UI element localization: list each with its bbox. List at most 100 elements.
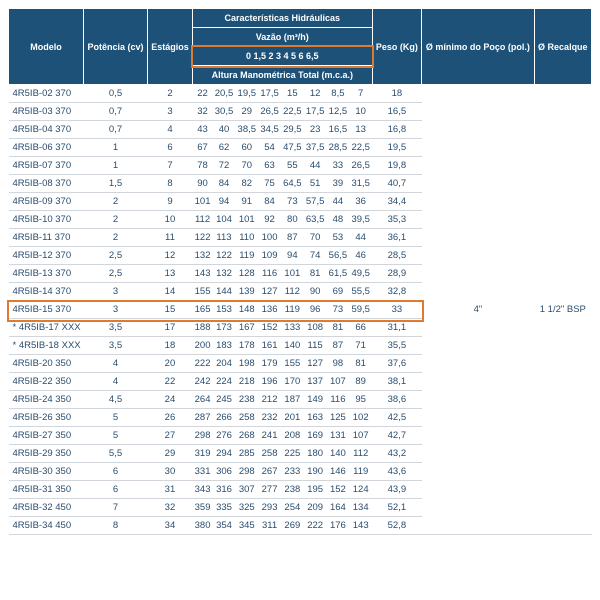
cell-est: 22 bbox=[147, 373, 192, 391]
cell-val: 152 bbox=[258, 319, 281, 337]
cell-val: 98 bbox=[327, 355, 350, 373]
cell-est: 32 bbox=[147, 499, 192, 517]
cell-val: 140 bbox=[327, 445, 350, 463]
cell-val: 269 bbox=[281, 517, 304, 535]
cell-val: 125 bbox=[327, 409, 350, 427]
cell-model: 4R5IB-31 350 bbox=[9, 481, 84, 499]
cell-model: 4R5IB-29 350 bbox=[9, 445, 84, 463]
cell-val: 212 bbox=[258, 391, 281, 409]
cell-est: 14 bbox=[147, 283, 192, 301]
cell-est: 4 bbox=[147, 121, 192, 139]
cell-est: 29 bbox=[147, 445, 192, 463]
cell-pot: 1,5 bbox=[84, 175, 148, 193]
cell-peso: 33 bbox=[372, 301, 422, 319]
cell-est: 17 bbox=[147, 319, 192, 337]
cell-val: 198 bbox=[235, 355, 258, 373]
cell-val: 48 bbox=[327, 211, 350, 229]
cell-val: 36 bbox=[349, 193, 372, 211]
cell-val: 101 bbox=[281, 265, 304, 283]
cell-val: 233 bbox=[281, 463, 304, 481]
cell-peso: 36,1 bbox=[372, 229, 422, 247]
cell-peso: 35,5 bbox=[372, 337, 422, 355]
cell-val: 165 bbox=[193, 301, 213, 319]
cell-est: 20 bbox=[147, 355, 192, 373]
cell-val: 222 bbox=[304, 517, 327, 535]
hdr-flowvals: 0 1,5 2 3 4 5 6 6,5 bbox=[193, 47, 373, 66]
cell-val: 80 bbox=[281, 211, 304, 229]
cell-pot: 6 bbox=[84, 481, 148, 499]
cell-peso: 31,1 bbox=[372, 319, 422, 337]
cell-est: 9 bbox=[147, 193, 192, 211]
cell-est: 27 bbox=[147, 427, 192, 445]
cell-val: 201 bbox=[281, 409, 304, 427]
cell-val: 188 bbox=[193, 319, 213, 337]
cell-val: 173 bbox=[213, 319, 236, 337]
cell-val: 167 bbox=[235, 319, 258, 337]
cell-val: 44 bbox=[304, 157, 327, 175]
cell-val: 23 bbox=[304, 121, 327, 139]
cell-val: 134 bbox=[349, 499, 372, 517]
cell-val: 153 bbox=[213, 301, 236, 319]
cell-val: 119 bbox=[281, 301, 304, 319]
table-row: 4R5IB-02 3700,522220,519,517,515128,5718… bbox=[9, 85, 592, 103]
hdr-potencia: Potência (cv) bbox=[84, 9, 148, 85]
cell-peso: 43,6 bbox=[372, 463, 422, 481]
cell-peso: 19,8 bbox=[372, 157, 422, 175]
cell-val: 298 bbox=[235, 463, 258, 481]
hdr-modelo: Modelo bbox=[9, 9, 84, 85]
cell-val: 17,5 bbox=[258, 85, 281, 103]
cell-val: 30,5 bbox=[213, 103, 236, 121]
cell-pot: 5 bbox=[84, 427, 148, 445]
cell-val: 49,5 bbox=[349, 265, 372, 283]
cell-val: 16,5 bbox=[327, 121, 350, 139]
cell-model: 4R5IB-26 350 bbox=[9, 409, 84, 427]
cell-peso: 38,6 bbox=[372, 391, 422, 409]
pump-table: Modelo Potência (cv) Estágios Caracterís… bbox=[8, 8, 592, 535]
cell-est: 3 bbox=[147, 103, 192, 121]
cell-val: 325 bbox=[235, 499, 258, 517]
cell-val: 22 bbox=[193, 85, 213, 103]
cell-model: 4R5IB-10 370 bbox=[9, 211, 84, 229]
cell-val: 208 bbox=[281, 427, 304, 445]
cell-val: 180 bbox=[304, 445, 327, 463]
cell-val: 112 bbox=[193, 211, 213, 229]
cell-val: 91 bbox=[235, 193, 258, 211]
cell-model: 4R5IB-20 350 bbox=[9, 355, 84, 373]
cell-pot: 0,7 bbox=[84, 103, 148, 121]
cell-val: 245 bbox=[213, 391, 236, 409]
cell-val: 28,5 bbox=[327, 139, 350, 157]
cell-model: * 4R5IB-18 XXX bbox=[9, 337, 84, 355]
cell-val: 55 bbox=[281, 157, 304, 175]
cell-val: 115 bbox=[304, 337, 327, 355]
cell-val: 266 bbox=[213, 409, 236, 427]
cell-val: 238 bbox=[281, 481, 304, 499]
cell-val: 164 bbox=[327, 499, 350, 517]
cell-val: 109 bbox=[258, 247, 281, 265]
cell-val: 100 bbox=[258, 229, 281, 247]
cell-val: 127 bbox=[304, 355, 327, 373]
cell-val: 75 bbox=[258, 175, 281, 193]
cell-val: 22,5 bbox=[281, 103, 304, 121]
cell-peso: 43,9 bbox=[372, 481, 422, 499]
cell-val: 380 bbox=[193, 517, 213, 535]
cell-est: 11 bbox=[147, 229, 192, 247]
cell-val: 128 bbox=[235, 265, 258, 283]
cell-val: 116 bbox=[327, 391, 350, 409]
cell-val: 81 bbox=[349, 355, 372, 373]
cell-val: 104 bbox=[213, 211, 236, 229]
cell-val: 44 bbox=[327, 193, 350, 211]
cell-val: 37,5 bbox=[304, 139, 327, 157]
cell-val: 132 bbox=[213, 265, 236, 283]
cell-val: 148 bbox=[235, 301, 258, 319]
cell-val: 131 bbox=[327, 427, 350, 445]
cell-val: 343 bbox=[193, 481, 213, 499]
cell-val: 143 bbox=[349, 517, 372, 535]
hdr-minimo: Ø mínimo do Poço (pol.) bbox=[422, 9, 534, 85]
cell-val: 34,5 bbox=[258, 121, 281, 139]
cell-pot: 4,5 bbox=[84, 391, 148, 409]
cell-pot: 4 bbox=[84, 355, 148, 373]
cell-pot: 7 bbox=[84, 499, 148, 517]
cell-val: 146 bbox=[327, 463, 350, 481]
cell-est: 13 bbox=[147, 265, 192, 283]
cell-peso: 16,8 bbox=[372, 121, 422, 139]
